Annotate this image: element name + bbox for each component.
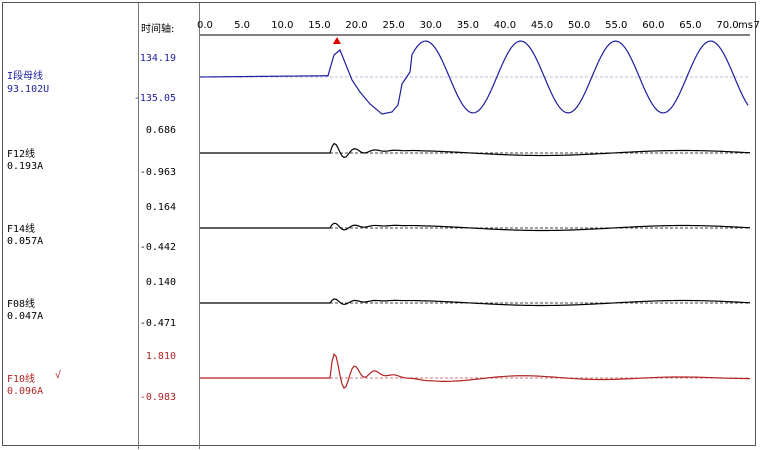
waveform-trace xyxy=(200,298,751,307)
channel-scale-panel xyxy=(139,3,200,449)
channel-max-bus-i: 134.19 xyxy=(139,53,176,64)
channel-waveform-3[interactable] xyxy=(200,298,751,307)
channel-name-f10[interactable]: F10线 xyxy=(7,374,36,385)
channel-min-f08: -0.471 xyxy=(139,318,176,329)
waveform-trace xyxy=(200,142,751,159)
time-axis-title: 时间轴: xyxy=(141,24,175,35)
channel-name-bus-i[interactable]: I段母线 xyxy=(7,71,44,82)
time-tick-label: 25.0 xyxy=(382,20,405,31)
channel-name-f08[interactable]: F08线 xyxy=(7,299,36,310)
waveform-trace xyxy=(200,353,751,389)
channel-name-f12[interactable]: F12线 xyxy=(7,149,36,160)
trigger-cursor-marker[interactable] xyxy=(332,37,341,44)
channel-value-f10: 0.096A xyxy=(7,386,44,397)
channel-value-f08: 0.047A xyxy=(7,311,44,322)
channel-min-f10: -0.983 xyxy=(139,392,176,403)
time-tick-label: 45.0 xyxy=(530,20,554,31)
channel-waveform-2[interactable] xyxy=(200,222,751,232)
time-tick-label: 65.0 xyxy=(679,20,702,31)
time-tick-label: 5.0 xyxy=(234,20,250,31)
channel-value-f12: 0.193A xyxy=(7,161,44,172)
time-tick-label: 15.0 xyxy=(308,20,331,31)
channel-min-f14: -0.442 xyxy=(139,242,176,253)
time-tick-label: 50.0 xyxy=(568,20,591,31)
time-tick-label: 60.0 xyxy=(642,20,665,31)
channel-max-f14: 0.164 xyxy=(145,202,176,213)
time-tick-label: 40.0 xyxy=(493,20,517,31)
channel-min-f12: -0.963 xyxy=(139,167,176,178)
channel-value-bus-i: 93.102U xyxy=(7,84,50,95)
channel-max-f10: 1.810 xyxy=(145,351,176,362)
time-unit-label: ms xyxy=(738,20,753,31)
time-tick-label: 10.0 xyxy=(271,20,294,31)
channel-label-panel xyxy=(3,3,139,449)
time-tick-label: 70.0 xyxy=(716,20,739,31)
channel-max-f08: 0.140 xyxy=(145,277,176,288)
channel-waveform-1[interactable] xyxy=(200,142,751,159)
channel-min-bus-i: -135.05 xyxy=(133,93,176,104)
channel-waveform-4[interactable] xyxy=(200,353,751,389)
time-tick-label: 0.0 xyxy=(197,20,213,31)
time-tick-label: 55.0 xyxy=(605,20,628,31)
selected-check-mark: √ xyxy=(55,370,62,381)
time-tick-label: 20.0 xyxy=(345,20,368,31)
waveform-trace xyxy=(200,222,751,232)
waveform-trace xyxy=(199,40,749,115)
time-tick-label: 35.0 xyxy=(456,20,479,31)
channel-value-f14: 0.057A xyxy=(7,236,44,247)
time-tick-label: 75.0 xyxy=(753,20,760,31)
channel-name-f14[interactable]: F14线 xyxy=(7,224,36,235)
channel-waveform-0[interactable] xyxy=(199,40,750,115)
channel-max-f12: 0.686 xyxy=(145,125,176,136)
time-tick-label: 30.0 xyxy=(419,20,442,31)
